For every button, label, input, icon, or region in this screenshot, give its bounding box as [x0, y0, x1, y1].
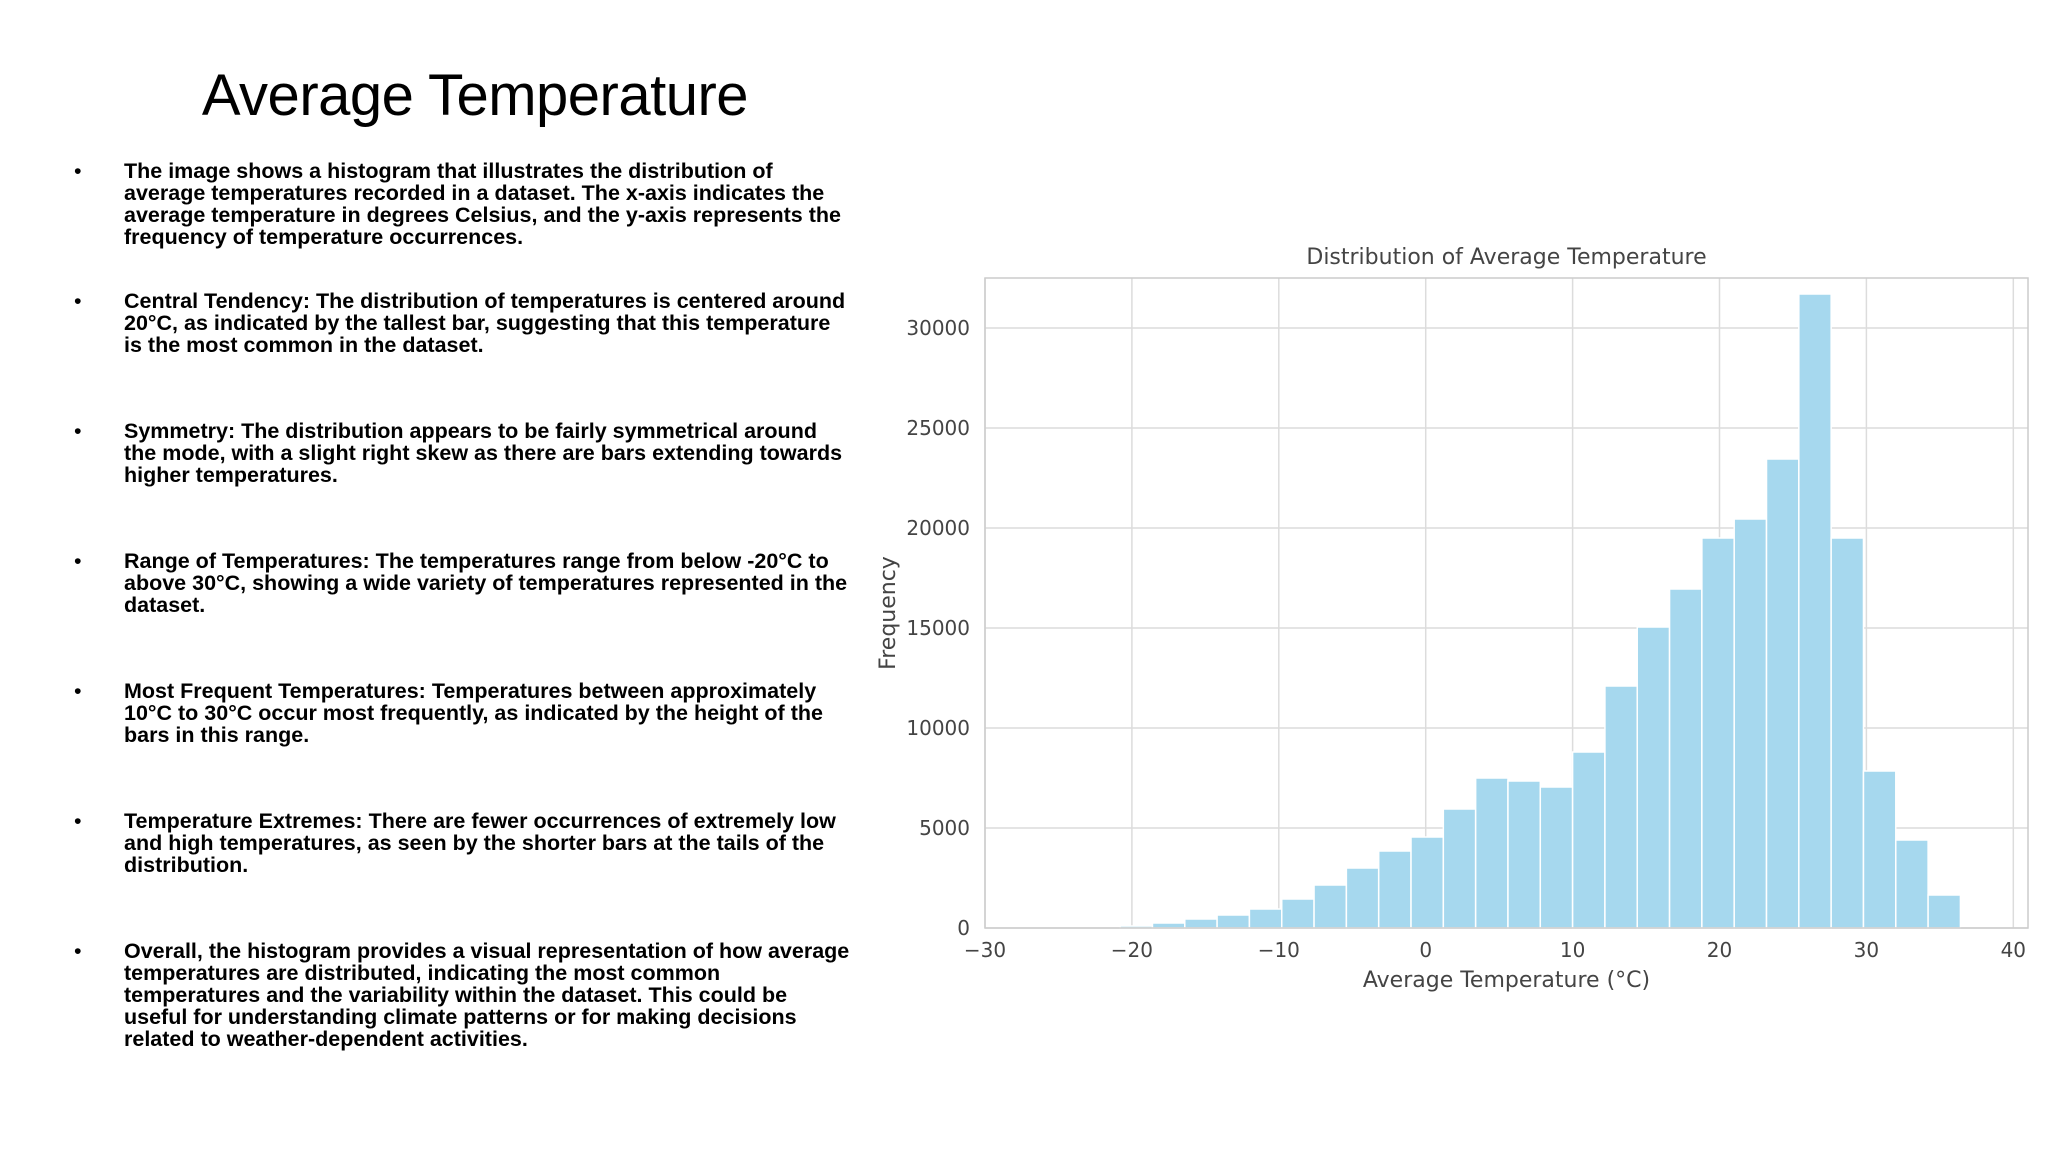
histogram-bar — [1345, 867, 1380, 929]
histogram-svg: −30 −20 −10 0 10 20 30 40 0 5000 10000 15000 20000 25… — [876, 245, 2029, 993]
bullet-dot: • — [74, 809, 82, 833]
x-tick-label: 0 — [1419, 938, 1432, 962]
bullet-item: • Symmetry: The distribution appears to b… — [70, 420, 850, 550]
histogram-chart: −30 −20 −10 0 10 20 30 40 0 5000 10000 15000 20000 25… — [860, 230, 2040, 1020]
y-tick-label: 15000 — [906, 616, 970, 640]
bullet-text: Range of Temperatures: The temperatures … — [124, 549, 848, 617]
chart-title: Distribution of Average Temperature — [1306, 245, 1706, 270]
plot-frame — [984, 277, 2029, 929]
histogram-bar — [1701, 537, 1735, 929]
histogram-bar — [1862, 770, 1897, 929]
bullet-dot: • — [74, 159, 82, 183]
y-tick-label: 25000 — [906, 416, 970, 440]
bullet-text: Symmetry: The distribution appears to be… — [124, 419, 843, 487]
bullet-dot: • — [74, 549, 82, 573]
bullet-item: • Central Tendency: The distribution of t… — [70, 290, 850, 420]
histogram-bar — [1604, 685, 1638, 929]
histogram-bar — [1377, 850, 1412, 929]
histogram-bar — [1184, 918, 1218, 929]
histogram-bar — [1410, 836, 1445, 929]
x-tick-label: −30 — [964, 938, 1006, 962]
bullet-dot: • — [74, 419, 82, 443]
bullet-item: • Range of Temperatures: The temperatures… — [70, 550, 850, 680]
histogram-bar — [1539, 786, 1574, 929]
slide-title: Average Temperature — [201, 63, 749, 128]
x-tick-label: 10 — [1560, 938, 1585, 962]
x-tick-label: 40 — [2001, 938, 2026, 962]
bullet-item: • Temperature Extremes: There are fewer o… — [70, 810, 850, 940]
bullet-text: Temperature Extremes: There are fewer oc… — [124, 809, 836, 877]
y-axis-label: Frequency — [876, 556, 901, 670]
histogram-bar — [1248, 908, 1283, 929]
histogram-bar — [1280, 898, 1315, 929]
x-tick-label: 30 — [1854, 938, 1879, 962]
y-tick-label: 5000 — [919, 816, 970, 840]
histogram-bar — [1474, 777, 1509, 929]
histogram-bar — [1895, 839, 1929, 929]
histogram-bar — [1442, 808, 1477, 929]
histogram-bar — [1765, 458, 1800, 929]
bullet-dot: • — [74, 289, 82, 313]
bullet-item: • The image shows a histogram that illust… — [70, 160, 850, 290]
histogram-bar — [1668, 588, 1703, 929]
bullet-item: • Most Frequent Temperatures: Temperature… — [70, 680, 850, 810]
bullet-dot: • — [74, 939, 82, 963]
bullet-dot: • — [74, 679, 82, 703]
histogram-bar — [1216, 914, 1251, 929]
histogram-bar — [1927, 894, 1962, 929]
bullet-text: The image shows a histogram that illustr… — [124, 159, 841, 249]
bullet-text: Most Frequent Temperatures: Temperatures… — [124, 679, 823, 747]
bullet-item: • Overall, the histogram provides a visua… — [70, 940, 850, 1070]
histogram-bar — [1733, 518, 1768, 929]
y-tick-label: 10000 — [906, 716, 970, 740]
histogram-bar — [1830, 537, 1865, 929]
y-tick-label: 20000 — [906, 516, 970, 540]
x-tick-label: −20 — [1111, 938, 1153, 962]
histogram-bar — [1313, 884, 1348, 929]
histogram-bar — [1571, 751, 1606, 929]
y-tick-label: 30000 — [906, 316, 970, 340]
x-tick-label: −10 — [1258, 938, 1300, 962]
bullet-text: Central Tendency: The distribution of te… — [124, 289, 846, 357]
histogram-bar — [1507, 780, 1542, 929]
histogram-bar — [1798, 293, 1832, 929]
tick-layer: −30 −20 −10 0 10 20 30 40 0 5000 10000 15000 20000 25… — [906, 316, 2026, 962]
histogram-bar — [1636, 626, 1671, 929]
x-axis-label: Average Temperature (°C) — [1363, 968, 1650, 993]
bar-layer — [1119, 293, 1962, 929]
bullet-text: Overall, the histogram provides a visual… — [124, 939, 850, 1051]
bullet-list: • The image shows a histogram that illust… — [70, 160, 850, 1070]
y-tick-label: 0 — [957, 916, 970, 940]
x-tick-label: 20 — [1707, 938, 1732, 962]
